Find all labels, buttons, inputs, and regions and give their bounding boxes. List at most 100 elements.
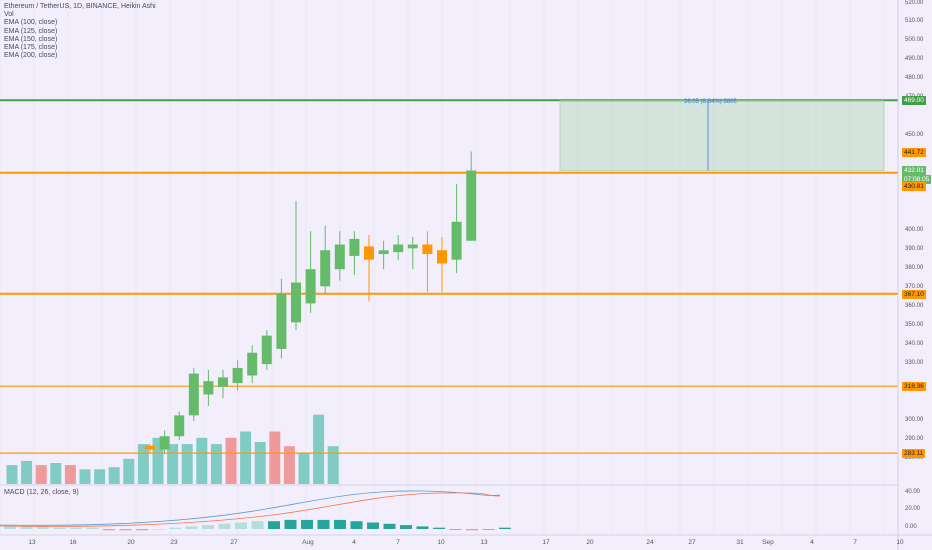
- price-axis-tick: 400.00: [905, 227, 924, 234]
- legend-item-ema125: EMA (125, close): [4, 27, 58, 35]
- candle-body: [466, 170, 477, 241]
- price-axis-tick: 330.00: [905, 360, 924, 367]
- macd-histogram-bar: [4, 526, 16, 529]
- price-axis-tick: 300.00: [905, 417, 924, 424]
- volume-bar: [254, 442, 266, 484]
- volume-bar: [35, 465, 47, 484]
- price-axis-tick: 340.00: [905, 341, 924, 348]
- legend-item-vol: Vol: [4, 11, 14, 19]
- measure-label: 36.05 (8.34%) 3805: [684, 99, 737, 105]
- legend-item-ema200: EMA (200, close): [4, 52, 58, 60]
- macd-histogram-bar: [53, 527, 66, 529]
- candle-body: [232, 367, 243, 384]
- candle-body: [203, 381, 214, 395]
- time-axis-tick: 20: [127, 539, 135, 546]
- time-axis-tick: 31: [736, 539, 744, 546]
- candle-body: [276, 293, 287, 349]
- time-axis-tick: 4: [810, 539, 814, 546]
- time-axis-tick: 23: [170, 539, 178, 546]
- macd-axis-tick: 20.00: [905, 506, 921, 512]
- time-axis-tick: 16: [69, 539, 77, 546]
- legend-item-ema150: EMA (150, close): [4, 35, 58, 43]
- measure-box: [559, 99, 885, 171]
- volume-bar: [64, 465, 76, 484]
- macd-histogram-bar: [119, 529, 132, 531]
- volume-bar: [327, 446, 339, 484]
- volume-bar: [108, 467, 120, 484]
- price-tag: 318.36: [902, 382, 926, 392]
- time-axis-tick: 4: [352, 539, 356, 546]
- price-axis-tick: 510.00: [905, 18, 924, 25]
- candle-body: [261, 335, 272, 365]
- candle-body: [407, 244, 418, 249]
- legend-item-ema100: EMA (100, close): [4, 19, 58, 27]
- macd-axis-tick: 40.00: [905, 489, 921, 495]
- time-axis-tick: 13: [480, 539, 488, 546]
- macd-histogram-bar: [86, 527, 99, 529]
- price-tag: 430.81: [902, 181, 926, 191]
- time-axis-tick: 24: [646, 539, 654, 546]
- macd-histogram-bar: [499, 527, 511, 529]
- macd-histogram-bar: [251, 521, 264, 529]
- price-axis-tick: 370.00: [905, 284, 924, 291]
- macd-histogram-bar: [37, 526, 49, 529]
- macd-legend: MACD (12, 26, close, 9): [4, 489, 79, 496]
- macd-histogram-bar: [449, 529, 462, 530]
- legend-item-ema175: EMA (175, close): [4, 44, 58, 52]
- time-axis-tick: 7: [396, 539, 400, 546]
- time-axis-tick: Aug: [302, 539, 314, 546]
- time-axis-tick: 7: [853, 539, 857, 546]
- macd-histogram-bar: [136, 529, 148, 531]
- candle-body: [291, 282, 301, 323]
- time-axis-tick: Sep: [762, 539, 774, 546]
- candle-body: [305, 269, 316, 304]
- volume-bar: [210, 444, 222, 484]
- time-axis-tick: 27: [688, 539, 696, 546]
- candle-body: [334, 244, 345, 270]
- time-axis-tick: 13: [28, 539, 36, 546]
- candle-body: [451, 221, 462, 260]
- price-axis-tick: 500.00: [905, 37, 924, 44]
- price-axis-tick: 520.00: [905, 0, 924, 6]
- macd-histogram-bar: [301, 519, 313, 529]
- volume-bar: [137, 444, 149, 484]
- volume-bar: [283, 446, 295, 484]
- candle-body: [320, 250, 331, 287]
- macd-histogram-bar: [70, 527, 82, 529]
- macd-axis-tick: 0.00: [905, 524, 917, 530]
- volume-bar: [181, 444, 193, 484]
- price-tag: 367.10: [902, 289, 926, 299]
- macd-histogram-bar: [169, 527, 181, 529]
- price-axis-tick: 350.00: [905, 322, 924, 329]
- macd-histogram-bar: [482, 529, 495, 530]
- macd-histogram-bar: [152, 529, 165, 530]
- macd-histogram-bar: [185, 526, 198, 529]
- time-axis-tick: 17: [542, 539, 550, 546]
- candle-body: [218, 377, 228, 387]
- chart-legend: Ethereum / TetherUS, 1D, BINANCE, Heikin…: [4, 3, 156, 60]
- candle-body: [174, 415, 185, 437]
- signal-line: [0, 492, 501, 527]
- macd-histogram-bar: [433, 527, 445, 529]
- price-tag: 283.11: [902, 449, 926, 459]
- price-axis-tick: 450.00: [905, 132, 924, 139]
- price-axis-tick: 290.00: [905, 436, 924, 443]
- macd-histogram-bar: [218, 523, 231, 529]
- candle-body: [378, 250, 389, 255]
- volume-bar: [50, 463, 62, 484]
- candle-body: [247, 352, 258, 376]
- candle-body: [188, 373, 199, 416]
- macd-histogram-bar: [202, 525, 214, 529]
- volume-bar: [21, 460, 33, 484]
- macd-histogram-bar: [350, 521, 363, 529]
- macd-histogram-bar: [20, 526, 33, 529]
- macd-histogram-bar: [400, 525, 412, 529]
- macd-histogram-bar: [367, 522, 379, 529]
- price-axis-tick: 390.00: [905, 246, 924, 253]
- time-axis-tick: 20: [586, 539, 594, 546]
- volume-bar: [269, 431, 281, 484]
- volume-bar: [167, 444, 179, 484]
- symbol-title: Ethereum / TetherUS, 1D, BINANCE, Heikin…: [4, 3, 156, 10]
- price-axis-tick: 490.00: [905, 56, 924, 63]
